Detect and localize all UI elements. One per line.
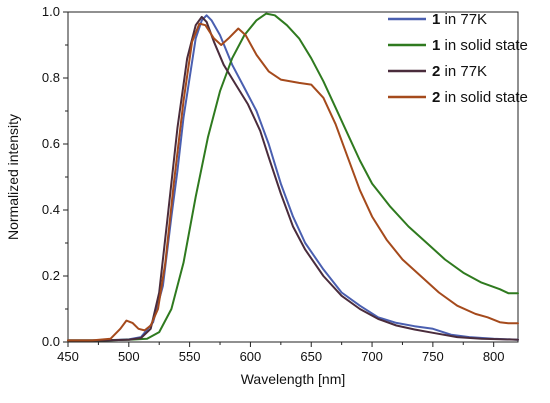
series-2-solid-state-line — [67, 22, 519, 342]
series-layer — [67, 12, 519, 342]
series-1-solid-state-line — [67, 12, 519, 342]
x-tick-label: 800 — [483, 349, 505, 364]
y-tick-label: 1.0 — [42, 4, 60, 19]
series-2-77k-line — [67, 15, 519, 342]
plot-area — [67, 11, 519, 343]
x-tick-label: 750 — [422, 349, 444, 364]
y-tick-label: 0.0 — [42, 334, 60, 349]
legend-entry-4: 2 in solid state — [432, 89, 528, 106]
legend-entry-2: 1 in solid state — [432, 37, 528, 54]
legend-label-text: in 77K — [440, 11, 487, 28]
legend-label-text: in solid state — [440, 37, 528, 54]
x-tick-label: 650 — [300, 349, 322, 364]
legend-label-text: in 77K — [440, 63, 487, 80]
y-tick-label: 0.6 — [42, 136, 60, 151]
y-axis-title: Normalized intensity — [5, 114, 21, 240]
x-axis-title: Wavelength [nm] — [241, 371, 346, 387]
y-axis: 0.0 0.2 0.4 0.6 0.8 1.0 — [42, 4, 68, 349]
y-tick-label: 0.2 — [42, 268, 60, 283]
y-tick-label: 0.8 — [42, 70, 60, 85]
plot-frame — [67, 11, 519, 343]
x-tick-label: 450 — [57, 349, 79, 364]
legend-compound-number: 1 — [432, 11, 440, 28]
x-tick-label: 600 — [240, 349, 262, 364]
y-tick-label: 0.4 — [42, 202, 60, 217]
x-axis: 450 500 550 600 650 700 750 800 — [57, 342, 505, 364]
x-tick-label: 700 — [361, 349, 383, 364]
legend-compound-number: 2 — [432, 89, 440, 106]
x-tick-label: 550 — [179, 349, 201, 364]
x-tick-label: 500 — [118, 349, 140, 364]
legend-label-text: in solid state — [440, 89, 528, 106]
legend-entry-1: 1 in 77K — [432, 11, 487, 28]
legend-entry-3: 2 in 77K — [432, 63, 487, 80]
legend-compound-number: 1 — [432, 37, 440, 54]
legend-compound-number: 2 — [432, 63, 440, 80]
